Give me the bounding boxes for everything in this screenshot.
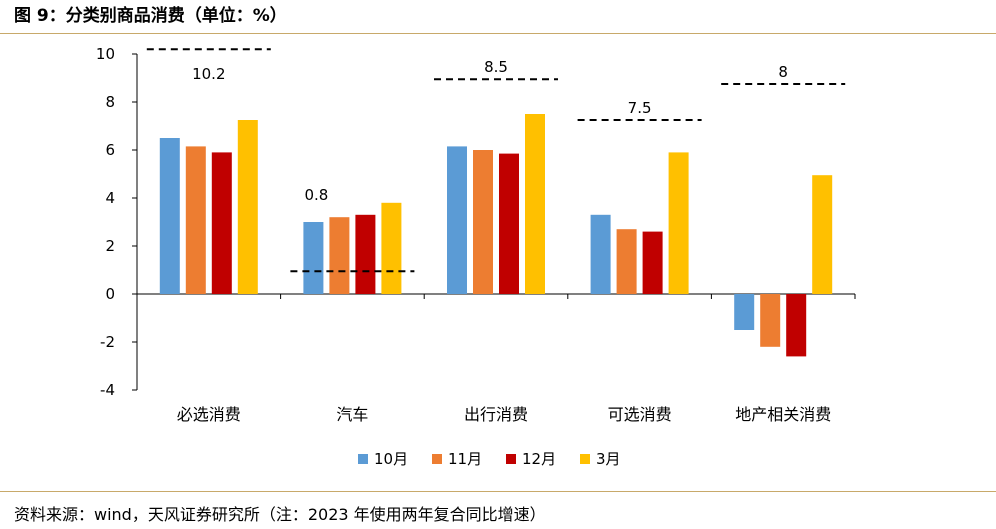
bar xyxy=(616,229,637,294)
bar xyxy=(185,146,206,294)
bar xyxy=(447,146,467,294)
bar xyxy=(734,294,755,330)
bars xyxy=(159,114,833,357)
y-tick-label: 4 xyxy=(105,189,115,207)
bar xyxy=(499,153,519,294)
y-tick-label: -4 xyxy=(100,381,115,399)
reference-label: 0.8 xyxy=(304,186,328,204)
y-tick-label: 0 xyxy=(105,285,115,303)
category-label: 汽车 xyxy=(336,405,368,424)
y-tick-label: 6 xyxy=(105,141,115,159)
y-tick-label: -2 xyxy=(100,333,115,351)
bar xyxy=(159,138,180,294)
y-tick-label: 8 xyxy=(105,93,115,111)
y-tick-label: 10 xyxy=(96,45,115,63)
legend: 10月 11月 12月 3月 xyxy=(358,450,621,468)
bar xyxy=(211,152,232,294)
bar xyxy=(590,214,611,294)
bar-chart: 10 8 6 4 2 0 -2 -4 必选消费 汽车 出行消费 可选消费 地产相关消费 10.2 0.8 8… xyxy=(96,45,856,468)
bar xyxy=(812,175,833,294)
bottom-rule xyxy=(0,491,996,492)
reference-lines: 10.2 0.8 8.5 7.5 8 xyxy=(146,48,846,273)
legend-swatch xyxy=(432,454,442,464)
bar xyxy=(525,114,545,294)
category-label: 必选消费 xyxy=(177,405,241,424)
legend-label: 11月 xyxy=(448,450,482,468)
bar xyxy=(381,202,402,294)
bar xyxy=(760,294,781,347)
category-label: 可选消费 xyxy=(608,405,672,424)
legend-swatch xyxy=(506,454,516,464)
bar xyxy=(786,294,807,357)
bar xyxy=(303,222,324,294)
reference-label: 8 xyxy=(778,63,788,81)
bar xyxy=(355,214,376,294)
axes: 10 8 6 4 2 0 -2 -4 必选消费 汽车 出行消费 可选消费 地产相关消费 xyxy=(96,45,856,424)
bar xyxy=(237,120,258,294)
y-tick-label: 2 xyxy=(105,237,115,255)
source-note: 资料来源：wind，天风证券研究所（注：2023 年使用两年复合同比增速） xyxy=(14,505,546,524)
legend-label: 12月 xyxy=(522,450,556,468)
reference-label: 10.2 xyxy=(192,65,225,83)
reference-label: 8.5 xyxy=(484,58,508,76)
legend-label: 10月 xyxy=(374,450,408,468)
bar xyxy=(329,217,350,294)
legend-label: 3月 xyxy=(596,450,621,468)
bar xyxy=(642,231,663,294)
legend-swatch xyxy=(358,454,368,464)
top-rule xyxy=(0,33,996,34)
category-label: 地产相关消费 xyxy=(735,405,831,424)
bar xyxy=(668,152,689,294)
legend-swatch xyxy=(580,454,590,464)
figure-title: 图 9：分类别商品消费（单位：%） xyxy=(14,6,287,26)
bar xyxy=(473,150,493,294)
reference-label: 7.5 xyxy=(628,99,652,117)
category-label: 出行消费 xyxy=(464,405,528,424)
